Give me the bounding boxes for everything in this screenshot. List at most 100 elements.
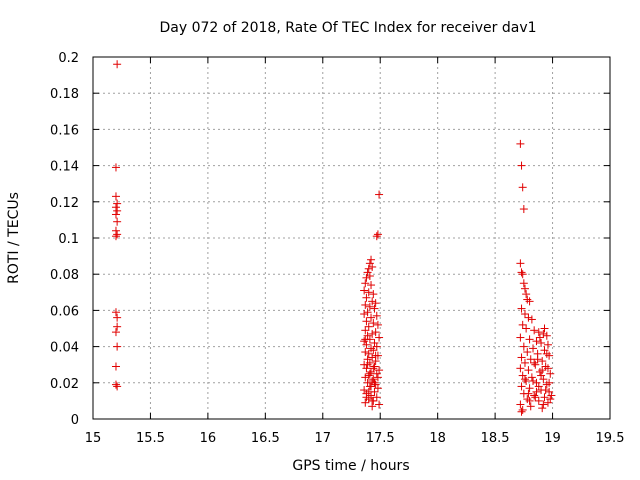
x-tick-label: 18.5 [481,431,510,446]
data-point [375,333,384,342]
data-point [516,400,525,409]
data-point [516,333,525,342]
data-point [527,315,536,324]
data-point [373,384,382,393]
data-point [519,279,528,288]
data-point [368,396,377,405]
data-point [531,393,540,402]
x-tick-label: 16.5 [251,431,280,446]
y-tick-label: 0 [71,413,79,428]
data-point [370,378,379,387]
data-point [535,333,544,342]
data-point [362,273,371,282]
data-point [516,364,525,373]
data-point [111,328,120,337]
data-point [537,371,546,380]
y-tick-label: 0.04 [50,341,79,356]
data-point [529,376,538,385]
data-point [364,264,373,273]
data-point [365,369,374,378]
data-point [541,362,550,371]
data-point [517,353,526,362]
data-point [367,391,376,400]
data-point [113,322,122,331]
data-point [113,60,122,69]
data-point [522,290,531,299]
data-point [546,395,555,404]
data-point [370,304,379,313]
data-point [534,396,543,405]
data-point [542,349,551,358]
data-point [362,293,371,302]
data-point [375,366,384,375]
y-tick-label: 0.14 [50,160,79,175]
data-point [113,382,122,391]
data-point [375,190,384,199]
data-point [530,326,539,335]
data-point [525,396,534,405]
data-point [543,398,552,407]
x-tick-label: 17.5 [366,431,395,446]
data-point [113,206,122,215]
data-point [365,302,374,311]
data-point [113,230,122,239]
x-tick-label: 19.5 [596,431,625,446]
data-point [530,358,539,367]
data-point [363,378,372,387]
data-point [113,199,122,208]
x-tick-label: 18 [429,431,446,446]
data-point [369,346,378,355]
data-point [365,259,374,268]
y-tick-label: 0.12 [50,196,79,211]
data-point [361,335,370,344]
data-point [527,373,536,382]
data-point [535,367,544,376]
x-tick-label: 16 [200,431,217,446]
data-point [520,310,529,319]
y-tick-label: 0.18 [50,87,79,102]
data-point [532,337,541,346]
data-point [520,375,529,384]
axis-ticks [92,56,611,420]
data-point [111,163,120,172]
plot-frame [92,56,611,420]
data-point [534,382,543,391]
data-point [539,400,548,409]
data-point [546,369,555,378]
data-point [364,387,373,396]
y-tick-label: 0.2 [58,51,79,66]
data-point [543,364,552,373]
data-point [538,366,547,375]
data-point [372,232,381,241]
data-point [371,351,380,360]
data-point [368,297,377,306]
data-point [369,290,378,299]
data-point [519,205,528,214]
data-point [364,371,373,380]
data-point [526,402,535,411]
data-point [540,393,549,402]
data-point [111,203,120,212]
data-point [362,364,371,373]
data-point [532,387,541,396]
data-point [518,270,527,279]
data-point [533,355,542,364]
data-point [516,259,525,268]
data-point [542,380,551,389]
data-point [368,353,377,362]
data-point [532,378,541,387]
data-point [542,331,551,340]
data-point [522,324,531,333]
data-point [543,340,552,349]
data-point [365,272,374,281]
data-point [369,375,378,384]
data-point [361,348,370,357]
y-tick-labels: 0 0.02 0.04 0.06 0.08 0.1 0.12 0.14 0.16 0.18 0.2 [50,51,79,428]
data-point [523,348,532,357]
data-point [360,386,369,395]
data-point [529,344,538,353]
y-axis-label: ROTI / TECUs [6,192,22,284]
data-point [372,369,381,378]
data-point [111,192,120,201]
